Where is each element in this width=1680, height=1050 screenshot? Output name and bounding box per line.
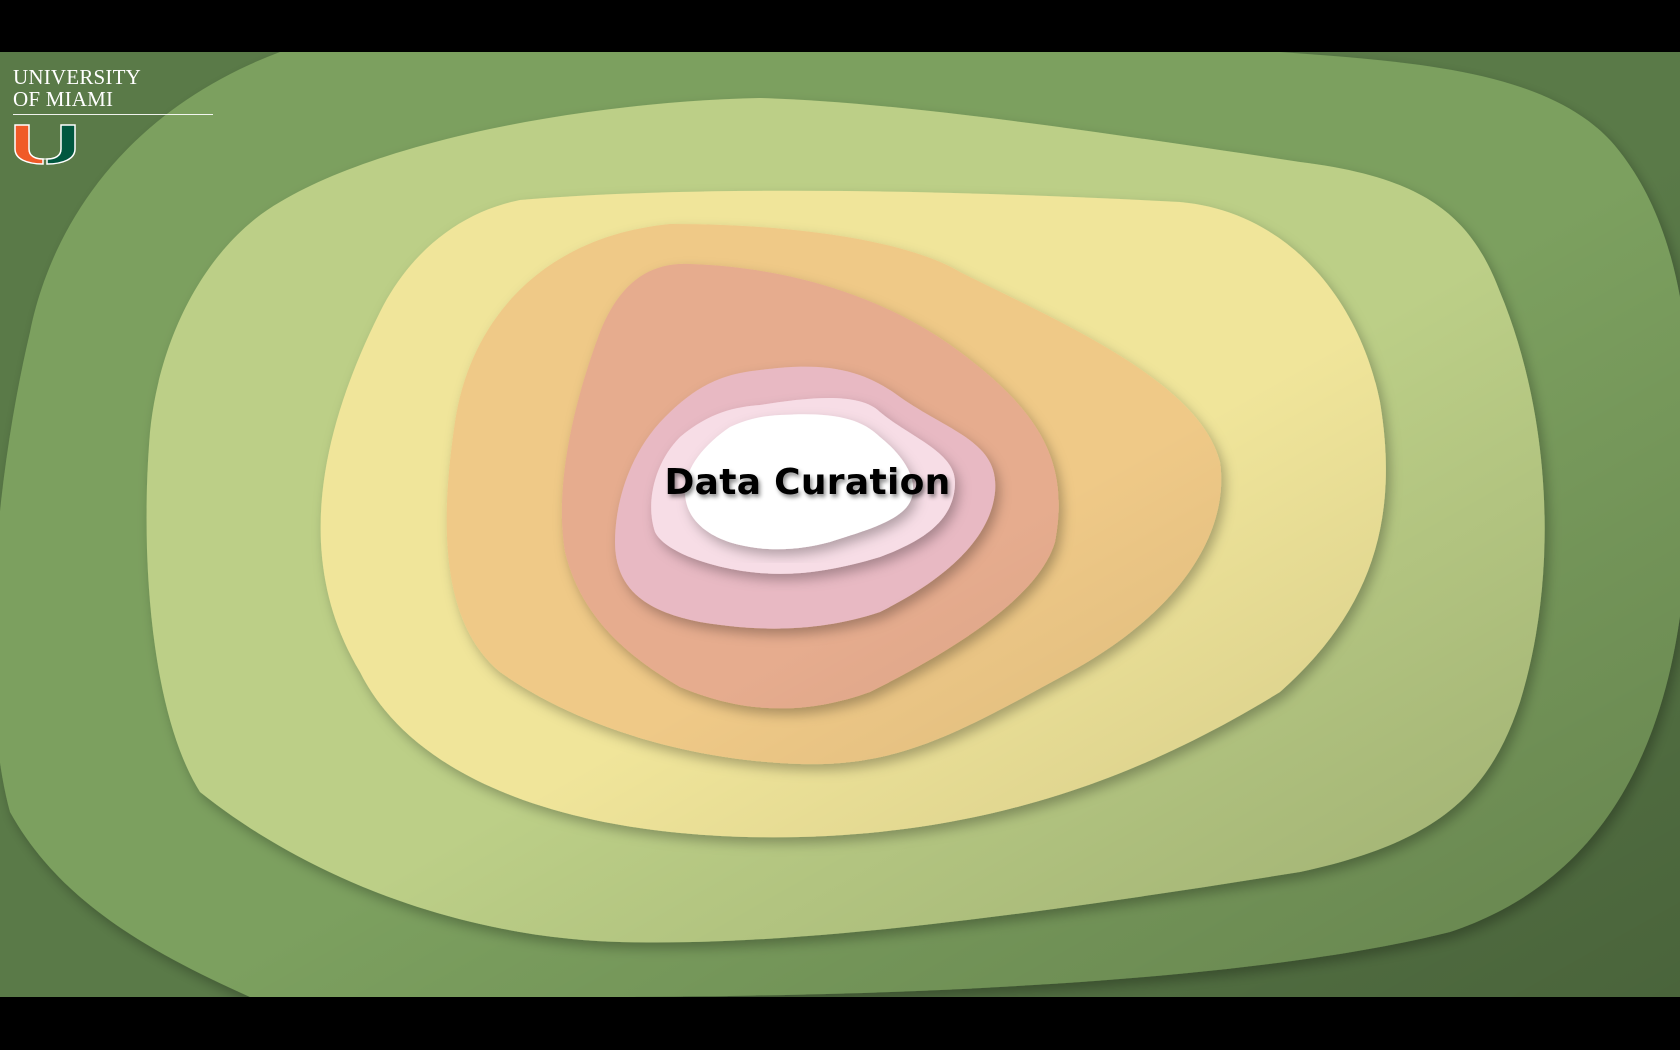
logo-divider xyxy=(13,114,213,115)
slide-title: Data Curation xyxy=(664,462,951,503)
u-monogram-icon xyxy=(14,124,76,165)
letterbox-top xyxy=(0,0,1680,52)
logo-line-2: OF MIAMI xyxy=(13,87,114,111)
letterbox-bottom xyxy=(0,997,1680,1050)
university-logo: UNIVERSITY OF MIAMI xyxy=(13,66,213,169)
shade-overlay xyxy=(0,52,1680,997)
contour-rings xyxy=(0,52,1680,997)
slide-canvas: Data Curation xyxy=(0,52,1680,997)
logo-line-1: UNIVERSITY xyxy=(13,65,141,89)
